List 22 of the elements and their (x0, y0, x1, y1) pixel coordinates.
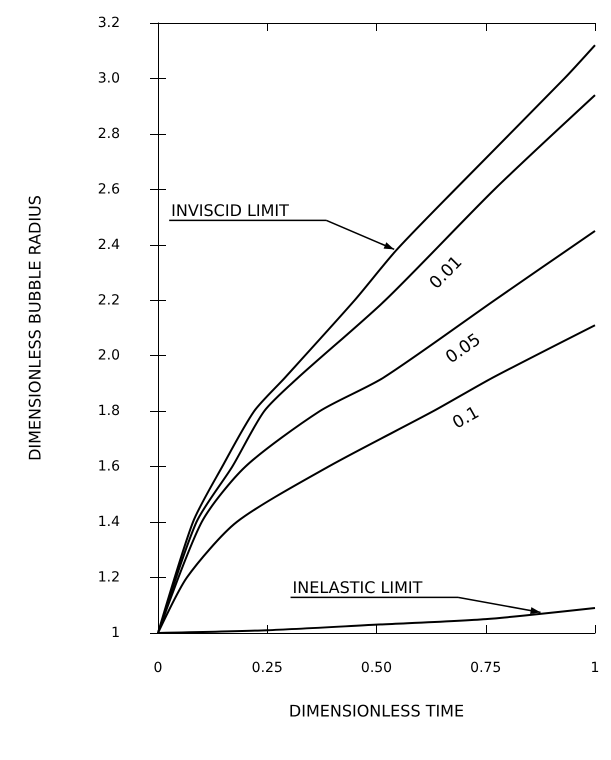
y-tick-label: 2.4 (98, 236, 120, 253)
text: 0.1 (449, 402, 483, 434)
y-tick-label: 3.2 (98, 15, 120, 31)
y-tick-label: 1.6 (98, 458, 120, 475)
x-tick-label: 0.25 (252, 660, 283, 676)
y-tick-label: 1.8 (98, 403, 120, 420)
x-axis-title: DIMENSIONLESS TIME (288, 702, 464, 720)
y-axis-title: DIMENSIONLESS BUBBLE RADIUS (26, 195, 44, 461)
x-tick-label: 0.75 (470, 660, 502, 676)
y-tick-label: 2.0 (98, 348, 120, 364)
y-tick-label: 1 (111, 625, 120, 641)
x-tick-label: 0 (154, 660, 162, 676)
annotation: INELASTIC LIMIT (292, 578, 423, 597)
y-tick-label: 3.0 (98, 70, 120, 86)
y-tick-label: 1.2 (98, 570, 120, 586)
y-tick-label: 1.4 (98, 514, 120, 530)
y-tick-label: 2.2 (98, 292, 120, 308)
x-tick-label: 0.50 (360, 660, 392, 676)
y-tick-label: 2.8 (98, 126, 120, 142)
annotation: INVISCID LIMIT (171, 200, 290, 220)
y-tick-label: 2.6 (98, 181, 120, 198)
x-tick-label: 1 (590, 660, 600, 676)
